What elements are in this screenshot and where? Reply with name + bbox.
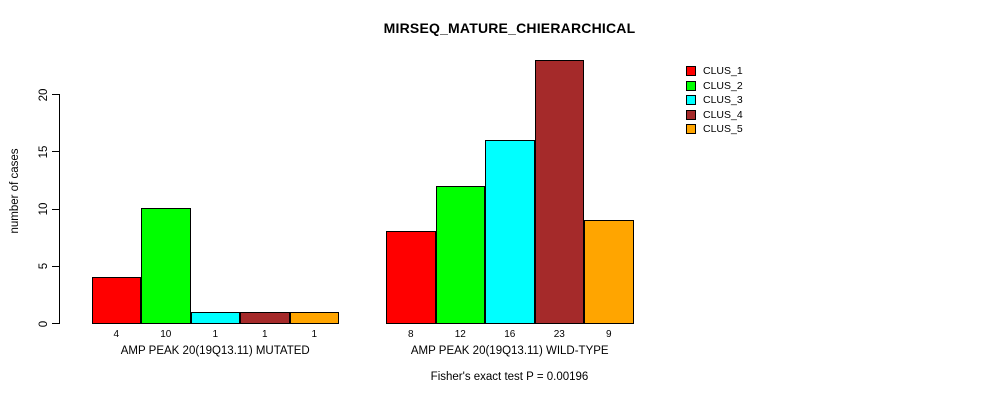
x-group-label: AMP PEAK 20(19Q13.11) MUTATED bbox=[120, 345, 310, 357]
bar-value-label: 1 bbox=[311, 329, 318, 340]
bar-value-label: 1 bbox=[261, 329, 268, 340]
bar-value-label: 1 bbox=[212, 329, 219, 340]
bar-clus_3-group1 bbox=[190, 312, 240, 324]
y-axis-tick bbox=[52, 323, 59, 324]
bar-clus_1-group1 bbox=[91, 277, 141, 324]
bar-value-label: 12 bbox=[454, 329, 466, 340]
legend-item-clus_2: CLUS_2 bbox=[686, 79, 743, 94]
legend-item-clus_1: CLUS_1 bbox=[686, 64, 743, 79]
y-axis-tick-label: 0 bbox=[38, 320, 50, 327]
bar-value-label: 9 bbox=[605, 329, 612, 340]
legend-swatch-icon bbox=[686, 95, 696, 106]
bar-clus_4-group2 bbox=[534, 60, 584, 324]
bar-clus_4-group1 bbox=[240, 312, 290, 324]
legend-label: CLUS_3 bbox=[703, 94, 743, 107]
bar-value-label: 16 bbox=[504, 329, 516, 340]
legend-label: CLUS_2 bbox=[703, 79, 743, 92]
legend: CLUS_1 CLUS_2 CLUS_3 CLUS_4 CLUS_5 bbox=[686, 64, 743, 137]
chart-title: MIRSEQ_MATURE_CHIERARCHICAL bbox=[383, 20, 636, 36]
bar-value-label: 4 bbox=[113, 329, 120, 340]
legend-swatch-icon bbox=[686, 80, 696, 91]
bar-clus_2-group1 bbox=[141, 208, 191, 324]
legend-item-clus_5: CLUS_5 bbox=[686, 122, 743, 137]
bar-clus_2-group2 bbox=[435, 186, 485, 324]
legend-label: CLUS_1 bbox=[703, 65, 743, 78]
y-axis-tick-label: 5 bbox=[38, 263, 50, 270]
legend-swatch-icon bbox=[686, 124, 696, 135]
y-axis-tick-label: 10 bbox=[38, 202, 50, 216]
bar-clus_1-group2 bbox=[386, 231, 436, 324]
legend-label: CLUS_4 bbox=[703, 108, 743, 121]
y-axis-tick-label: 20 bbox=[38, 88, 50, 101]
legend-swatch-icon bbox=[686, 66, 696, 77]
x-group-label: AMP PEAK 20(19Q13.11) WILD-TYPE bbox=[410, 345, 609, 357]
bar-value-label: 23 bbox=[553, 329, 565, 340]
y-axis-tick bbox=[52, 265, 59, 267]
y-axis-tick-label: 15 bbox=[38, 145, 50, 159]
footnote: Fisher's exact test P = 0.00196 bbox=[430, 371, 589, 383]
y-axis-tick bbox=[52, 151, 59, 153]
bar-value-label: 10 bbox=[160, 329, 172, 340]
y-axis-tick bbox=[52, 208, 59, 210]
bar-clus_5-group1 bbox=[289, 312, 339, 324]
bar-clus_3-group2 bbox=[485, 140, 535, 324]
legend-swatch-icon bbox=[686, 109, 696, 120]
y-axis-line bbox=[59, 94, 60, 324]
y-axis-tick bbox=[52, 94, 59, 95]
bar-clus_5-group2 bbox=[584, 220, 634, 324]
legend-label: CLUS_5 bbox=[703, 123, 743, 136]
legend-item-clus_4: CLUS_4 bbox=[686, 108, 743, 123]
legend-item-clus_3: CLUS_3 bbox=[686, 93, 743, 108]
bar-value-label: 8 bbox=[407, 329, 414, 340]
